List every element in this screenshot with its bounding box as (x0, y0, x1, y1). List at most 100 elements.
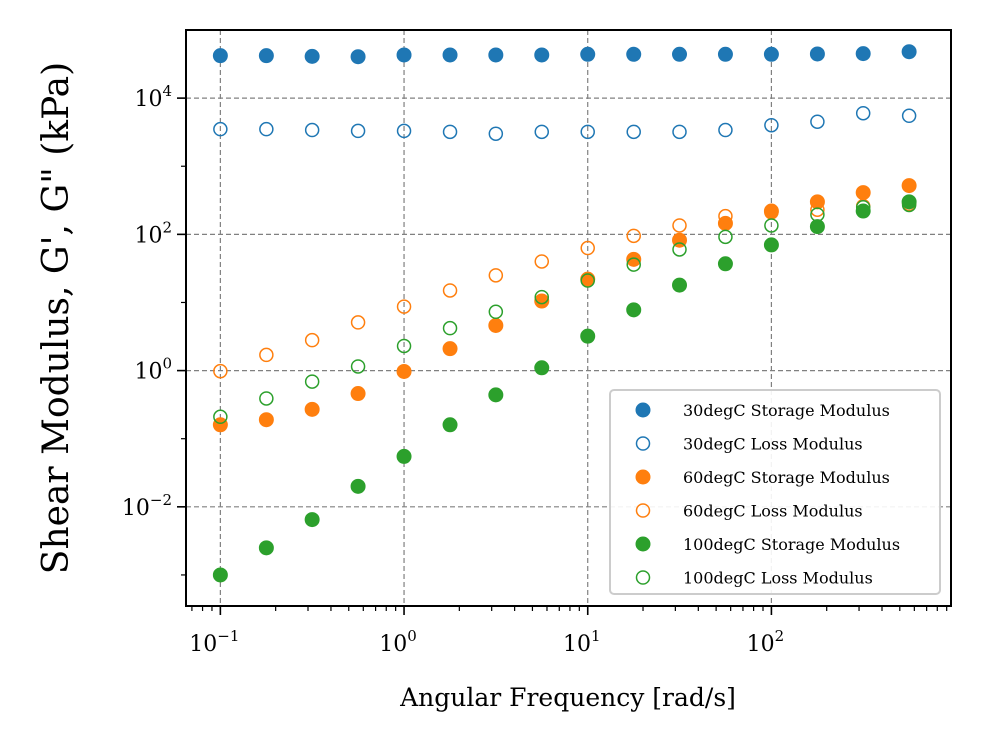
data-point (534, 289, 550, 305)
data-point (580, 46, 596, 62)
legend-label: 60degC Loss Modulus (683, 502, 863, 521)
data-point (672, 124, 687, 140)
data-point (213, 121, 228, 137)
data-point (213, 409, 228, 425)
data-point (350, 123, 366, 139)
data-point (259, 391, 274, 406)
data-point (626, 228, 641, 244)
data-point (534, 124, 550, 140)
data-point (304, 374, 320, 389)
data-point (396, 363, 412, 379)
data-point (718, 208, 733, 224)
data-points (212, 44, 917, 583)
data-point (534, 47, 550, 63)
legend-label: 30degC Loss Modulus (683, 435, 863, 454)
data-point (810, 202, 825, 217)
data-point (810, 114, 825, 129)
data-point (488, 304, 504, 320)
data-point (396, 448, 412, 464)
data-point (304, 122, 320, 138)
y-axis-title: Shear Modulus, G', G" (kPa) (36, 62, 77, 574)
data-point (396, 47, 412, 63)
data-point (442, 341, 458, 357)
data-point (901, 178, 917, 194)
legend-marker (635, 570, 651, 585)
data-point (672, 218, 687, 233)
x-tick-label: 102 (747, 627, 785, 657)
data-point (534, 293, 550, 309)
data-point (396, 123, 412, 139)
data-point (442, 417, 458, 433)
data-point (855, 46, 871, 62)
data-point (809, 219, 825, 235)
legend-marker (635, 503, 651, 518)
data-point (258, 540, 274, 556)
data-point (213, 363, 228, 379)
y-tick-labels: 10−2 100 102 104 (122, 82, 172, 521)
data-point (304, 401, 320, 417)
data-point (350, 315, 366, 330)
data-point (718, 229, 733, 245)
data-point (717, 46, 733, 62)
data-point (763, 237, 779, 253)
data-point (626, 257, 641, 272)
legend-box (609, 389, 941, 595)
data-point (488, 317, 504, 333)
data-point (212, 417, 228, 433)
data-point (442, 124, 458, 140)
data-point (350, 386, 366, 402)
data-point (901, 108, 917, 124)
data-point (901, 44, 917, 60)
data-point (212, 48, 228, 64)
data-point (442, 320, 458, 336)
data-point (763, 46, 779, 62)
data-point (580, 240, 595, 256)
data-point (259, 347, 274, 363)
data-point (901, 197, 917, 213)
data-point (580, 124, 595, 140)
y-tick-label: 10−2 (122, 491, 172, 521)
legend-label: 60degC Storage Modulus (683, 468, 890, 487)
data-point (534, 360, 550, 376)
data-point (488, 126, 504, 141)
data-point (580, 328, 596, 344)
data-point (304, 48, 320, 64)
series-30degc-loss-modulus (213, 105, 917, 141)
data-point (901, 194, 917, 210)
y-tick-label: 104 (134, 82, 172, 112)
data-point (855, 105, 871, 121)
major-ticks (177, 97, 773, 615)
legend-label: 100degC Loss Modulus (683, 569, 873, 588)
y-tick-label: 100 (134, 355, 172, 385)
data-point (626, 124, 641, 140)
data-point (810, 207, 825, 222)
data-point (350, 49, 366, 65)
data-point (764, 117, 779, 133)
data-point (258, 412, 274, 428)
data-point (855, 199, 871, 215)
legend: 30degC Storage Modulus 30degC Loss Modulu… (609, 389, 941, 595)
data-point (259, 121, 274, 137)
data-point (809, 46, 825, 62)
data-point (809, 194, 825, 210)
legend-label: 30degC Storage Modulus (683, 401, 890, 420)
data-point (442, 47, 458, 63)
series-100degc-storage-modulus (212, 194, 917, 583)
series-100degc-loss-modulus (213, 197, 917, 425)
series-30degc-storage-modulus (212, 44, 917, 65)
data-point (672, 46, 688, 62)
data-point (258, 48, 274, 64)
data-point (672, 242, 687, 257)
data-point (442, 283, 458, 298)
x-tick-label: 101 (563, 627, 601, 657)
data-point (488, 47, 504, 63)
data-point (534, 254, 550, 269)
data-point (488, 387, 504, 403)
x-tick-label: 100 (379, 627, 417, 657)
data-point (855, 185, 871, 201)
data-point (626, 302, 642, 318)
legend-marker (635, 469, 651, 485)
x-axis-title: Angular Frequency [rad/s] (399, 683, 736, 712)
data-point (855, 203, 871, 219)
